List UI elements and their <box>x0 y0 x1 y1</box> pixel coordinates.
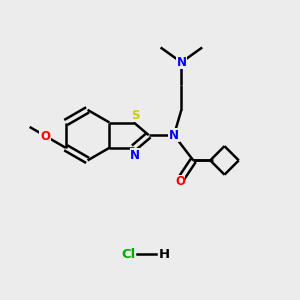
Text: N: N <box>176 56 186 69</box>
Text: N: N <box>169 129 179 142</box>
Text: H: H <box>159 248 170 260</box>
Text: S: S <box>131 109 140 122</box>
Text: O: O <box>40 130 50 143</box>
Text: O: O <box>175 175 185 188</box>
Text: N: N <box>130 149 140 162</box>
Text: Cl: Cl <box>121 248 135 260</box>
